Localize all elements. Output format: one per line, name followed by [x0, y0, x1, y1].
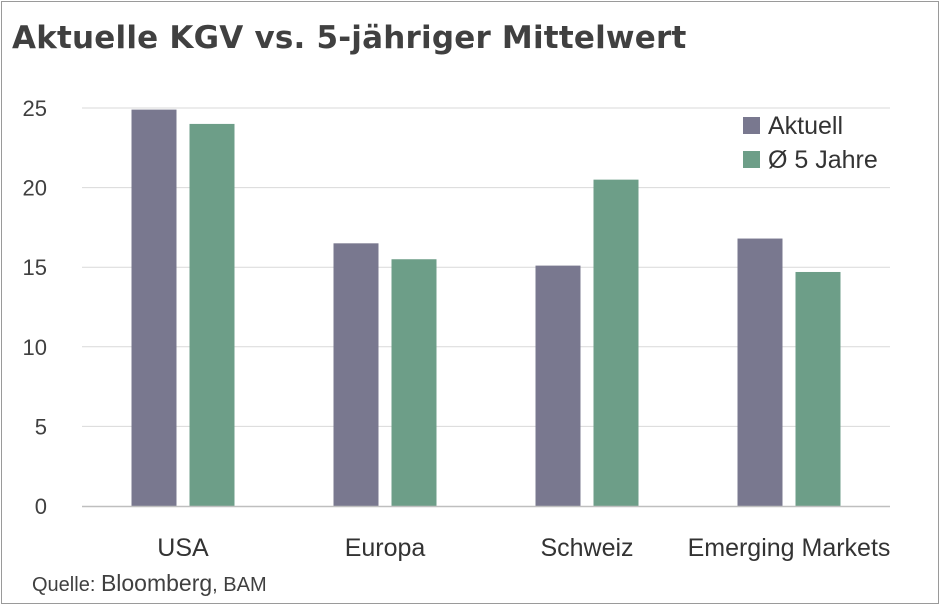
bars — [131, 109, 841, 507]
source-prefix: Quelle: — [32, 574, 96, 596]
bar-usa-aktuell — [131, 109, 177, 506]
x-tick-label: Schweiz — [540, 534, 633, 562]
bar-europa-avg5 — [391, 259, 437, 506]
chart-title: Aktuelle KGV vs. 5-jähriger Mittelwert — [12, 20, 687, 56]
legend-swatch — [743, 117, 760, 134]
bar-europa-aktuell — [333, 243, 379, 506]
source-suffix: , BAM — [212, 574, 267, 596]
axes: 0 5 10 15 20 25 USA Europa Schweiz Emerging Marke… — [23, 96, 891, 562]
bar-schweiz-aktuell — [535, 265, 581, 506]
legend-label: Aktuell — [768, 112, 843, 140]
x-tick-label: USA — [157, 534, 209, 562]
x-tick-label: Europa — [345, 534, 426, 562]
source-note: Quelle: Bloomberg, BAM — [32, 570, 267, 597]
y-tick-label: 10 — [23, 335, 47, 360]
bar-schweiz-avg5 — [593, 179, 639, 506]
legend: Aktuell Ø 5 Jahre — [743, 112, 878, 174]
legend-label: Ø 5 Jahre — [768, 146, 878, 174]
bar-usa-avg5 — [189, 123, 235, 507]
bar-emerging-markets-aktuell — [737, 238, 783, 506]
source-main: Bloomberg — [100, 570, 213, 596]
y-tick-label: 0 — [35, 494, 47, 519]
y-tick-label: 25 — [23, 96, 47, 121]
legend-swatch — [743, 151, 760, 168]
y-tick-label: 5 — [35, 414, 47, 439]
bar-emerging-markets-avg5 — [795, 271, 841, 506]
y-tick-label: 20 — [23, 176, 47, 201]
y-tick-label: 15 — [23, 255, 47, 280]
x-tick-label: Emerging Markets — [688, 534, 891, 562]
